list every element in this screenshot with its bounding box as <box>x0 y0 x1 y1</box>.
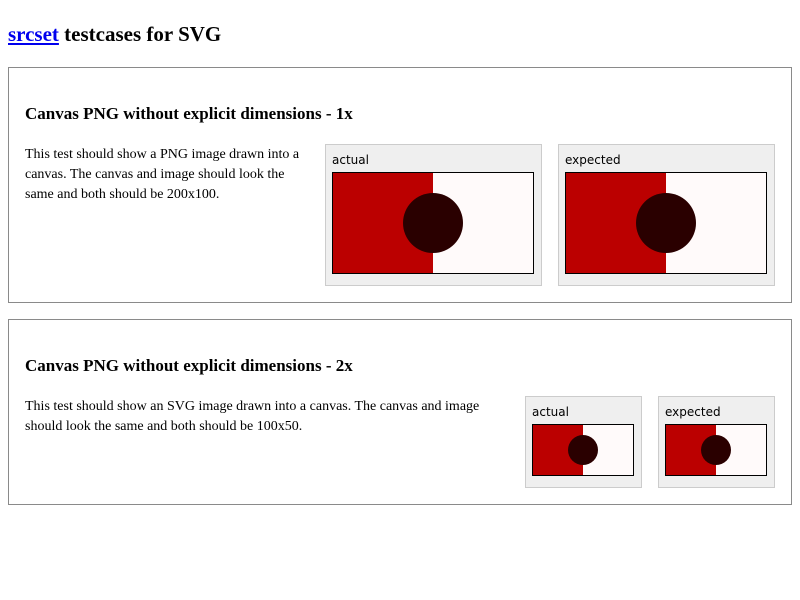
expected-caption: expected <box>665 405 721 419</box>
expected-figure: expected <box>658 396 775 488</box>
testcase-2x: Canvas PNG without explicit dimensions -… <box>8 319 792 505</box>
testcase-description: This test should show an SVG image drawn… <box>25 399 480 434</box>
expected-image <box>665 424 767 476</box>
testcase-title: Canvas PNG without explicit dimensions -… <box>25 356 353 375</box>
actual-figure: actual <box>525 396 642 488</box>
srcset-link[interactable]: srcset <box>8 22 59 46</box>
testcase-1x: Canvas PNG without explicit dimensions -… <box>8 67 792 303</box>
test-image-graphic <box>566 173 766 273</box>
actual-caption: actual <box>532 405 569 419</box>
actual-canvas <box>332 172 534 274</box>
actual-figure: actual <box>325 144 542 286</box>
testcase-title: Canvas PNG without explicit dimensions -… <box>25 104 353 123</box>
page-title: srcset testcases for SVG <box>8 18 221 50</box>
test-image-graphic <box>333 173 533 273</box>
actual-caption: actual <box>332 153 369 167</box>
expected-image <box>565 172 767 274</box>
testcase-description: This test should show a PNG image drawn … <box>25 147 300 202</box>
expected-caption: expected <box>565 153 621 167</box>
expected-figure: expected <box>558 144 775 286</box>
page-title-text: testcases for SVG <box>58 22 222 46</box>
test-image-graphic <box>533 425 633 475</box>
actual-canvas <box>532 424 634 476</box>
test-image-graphic <box>666 425 766 475</box>
